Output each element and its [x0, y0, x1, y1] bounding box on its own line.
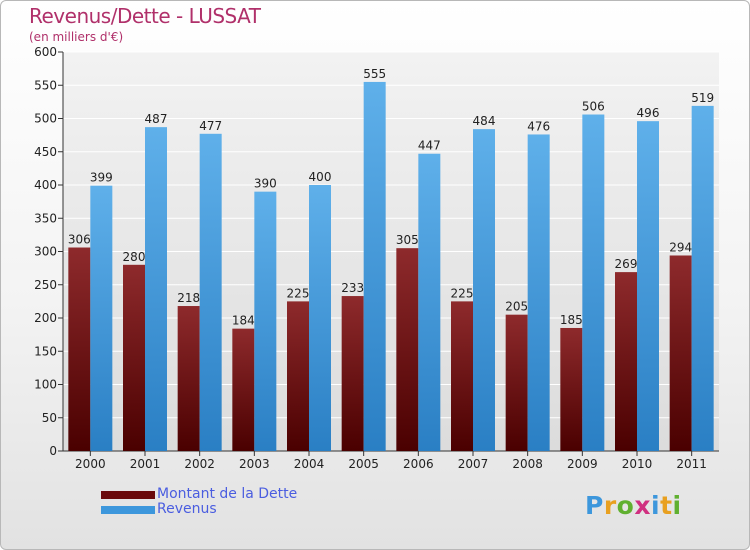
y-tick-label: 0: [49, 444, 57, 458]
x-tick-label: 2008: [512, 457, 543, 471]
bar-revenue: [363, 81, 386, 452]
data-label-debt: 205: [505, 300, 528, 314]
x-tick-label: 2006: [403, 457, 434, 471]
bar-revenue: [254, 191, 277, 451]
data-label-revenue: 390: [254, 177, 277, 191]
x-tick-label: 2001: [130, 457, 161, 471]
legend-label-revenue: Revenus: [157, 501, 217, 517]
bar-revenue: [527, 134, 550, 451]
x-tick-label: 2004: [294, 457, 325, 471]
data-label-revenue: 447: [418, 139, 441, 153]
bar-debt: [505, 314, 528, 451]
plot-area: 0 50 100 150 200 250 300 350 400 450 500 550 600 2000…: [34, 45, 719, 471]
bar-revenue: [418, 153, 441, 451]
y-tick-label: 500: [34, 112, 57, 126]
x-tick-label: 2010: [622, 457, 653, 471]
bar-revenue: [637, 121, 659, 451]
data-label-debt: 185: [560, 313, 583, 327]
y-tick-label: 100: [34, 378, 57, 392]
y-tick-label: 400: [34, 178, 57, 192]
bar-revenue: [582, 114, 605, 451]
y-tick-label: 150: [34, 344, 57, 358]
logo-letter: x: [634, 491, 651, 520]
y-tick-label: 200: [34, 311, 57, 325]
data-label-revenue: 476: [527, 119, 550, 133]
bar-debt: [451, 301, 473, 451]
logo-letter: r: [603, 491, 617, 520]
bar-revenue: [145, 127, 167, 452]
legend-item-revenue: Revenus: [101, 501, 401, 518]
data-label-revenue: 519: [691, 91, 714, 105]
bar-debt: [68, 247, 91, 451]
data-label-debt: 233: [341, 281, 364, 295]
chart-subtitle: (en milliers d'€): [29, 30, 124, 44]
data-label-revenue: 484: [473, 114, 496, 128]
data-label-debt: 305: [396, 233, 419, 247]
data-label-revenue: 555: [363, 67, 386, 81]
x-tick-label: 2002: [184, 457, 215, 471]
bar-debt: [615, 272, 637, 451]
data-label-debt: 225: [451, 286, 474, 300]
data-label-debt: 306: [68, 233, 91, 247]
y-tick-label: 250: [34, 278, 57, 292]
x-tick-label: 2007: [458, 457, 489, 471]
data-label-revenue: 399: [90, 171, 113, 185]
data-label-revenue: 506: [582, 100, 605, 114]
data-label-revenue: 487: [145, 112, 168, 126]
data-label-debt: 218: [177, 291, 200, 305]
legend-swatch-debt: [101, 491, 155, 499]
y-tick-label: 350: [34, 211, 57, 225]
bar-revenue: [309, 185, 331, 451]
bar-debt: [232, 328, 255, 451]
bar-debt: [669, 255, 692, 451]
logo-letter: t: [660, 491, 673, 520]
bar-revenue: [691, 105, 714, 452]
logo-letter: i: [672, 491, 682, 520]
bar-revenue: [473, 129, 495, 451]
x-tick-label: 2005: [348, 457, 379, 471]
bar-debt: [177, 306, 200, 451]
data-label-debt: 269: [615, 257, 638, 271]
bar-debt: [123, 264, 145, 451]
y-tick-label: 600: [34, 45, 57, 59]
y-tick-label: 50: [42, 411, 57, 425]
data-label-revenue: 496: [637, 106, 660, 120]
data-label-revenue: 477: [199, 119, 222, 133]
logo-letter: P: [585, 491, 604, 520]
x-tick-label: 2003: [239, 457, 270, 471]
y-tick-label: 300: [34, 245, 57, 259]
bar-debt: [341, 296, 364, 451]
chart-title: Revenus/Dette - LUSSAT: [29, 4, 261, 28]
data-label-debt: 184: [232, 314, 255, 328]
proxiti-logo: Proxiti: [585, 491, 682, 520]
legend-item-debt: Montant de la Dette: [101, 486, 401, 503]
bar-debt: [560, 327, 583, 451]
x-tick-label: 2000: [75, 457, 106, 471]
bar-debt: [396, 248, 419, 451]
legend-label-debt: Montant de la Dette: [157, 486, 298, 502]
x-tick-label: 2011: [676, 457, 707, 471]
logo-letter: i: [651, 491, 661, 520]
y-tick-label: 450: [34, 145, 57, 159]
bar-revenue: [90, 185, 113, 452]
data-label-revenue: 400: [309, 170, 332, 184]
bar-debt: [287, 301, 309, 451]
y-tick-label: 550: [34, 78, 57, 92]
data-label-debt: 225: [287, 286, 310, 300]
data-label-debt: 280: [123, 250, 146, 264]
x-tick-label: 2009: [567, 457, 598, 471]
legend-swatch-revenue: [101, 506, 155, 514]
logo-letter: o: [616, 491, 635, 520]
bar-revenue: [199, 133, 222, 452]
data-label-debt: 294: [669, 240, 692, 254]
